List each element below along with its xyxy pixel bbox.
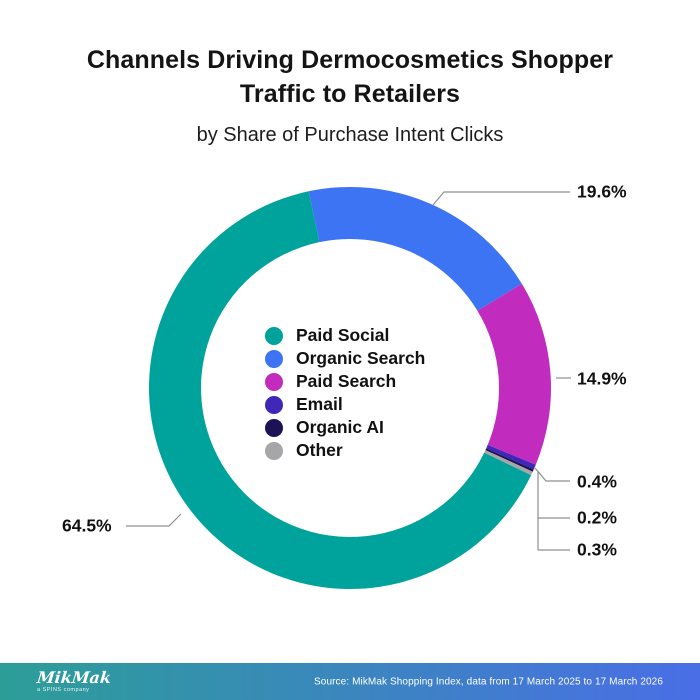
donut-segment-other: [484, 450, 533, 476]
legend-dot-other: [265, 441, 283, 460]
footer-band: MikMak a SPINS company Source: MikMak Sh…: [0, 663, 700, 700]
mikmak-logo: MikMak a SPINS company: [36, 667, 113, 694]
chart-legend: Paid Social Organic Search Paid Search E…: [265, 324, 425, 462]
callout-paid-social: 64.5%: [62, 515, 112, 536]
leader-line-email: [534, 467, 570, 482]
legend-dot-paid-search: [265, 372, 283, 391]
donut-segment-paid-search: [477, 283, 552, 465]
callout-email: 0.4%: [577, 471, 617, 492]
source-attribution: Source: MikMak Shopping Index, data from…: [314, 676, 663, 687]
legend-item-organic-search: Organic Search: [265, 347, 425, 370]
legend-item-other: Other: [265, 439, 425, 462]
legend-dot-organic-ai: [265, 418, 283, 437]
donut-segments: [149, 187, 552, 590]
legend-label: Organic AI: [296, 417, 384, 437]
legend-label: Paid Social: [296, 325, 390, 345]
callout-organic-search: 19.6%: [577, 181, 627, 202]
legend-label: Organic Search: [296, 348, 426, 368]
page-title: Channels Driving Dermocosmetics Shopper …: [86, 46, 614, 108]
leader-line-organic-search: [432, 191, 570, 206]
donut-segment-organic-ai: [485, 448, 534, 472]
donut-segment-organic-search: [308, 187, 522, 311]
callout-organic-ai: 0.2%: [577, 507, 617, 528]
mikmak-logo-text: MikMak: [36, 667, 113, 687]
legend-dot-email: [265, 395, 283, 414]
leader-line-paid-social: [126, 513, 182, 527]
legend-label: Other: [296, 440, 343, 460]
legend-item-paid-social: Paid Social: [265, 324, 425, 347]
legend-dot-paid-social: [265, 326, 283, 345]
leader-line-organic-ai-other: [537, 472, 570, 551]
donut-segment-email: [486, 444, 536, 470]
mikmak-logo-subtext: a SPINS company: [37, 686, 90, 693]
callout-leader-lines: [126, 191, 571, 551]
callout-other: 0.3%: [577, 539, 617, 560]
legend-item-email: Email: [265, 393, 425, 416]
legend-item-paid-search: Paid Search: [265, 370, 425, 393]
callout-paid-search: 14.9%: [577, 368, 627, 389]
legend-dot-organic-search: [265, 349, 283, 368]
page-subtitle: by Share of Purchase Intent Clicks: [196, 124, 504, 146]
legend-label: Paid Search: [296, 371, 397, 391]
legend-label: Email: [296, 394, 343, 414]
legend-item-organic-ai: Organic AI: [265, 416, 425, 439]
